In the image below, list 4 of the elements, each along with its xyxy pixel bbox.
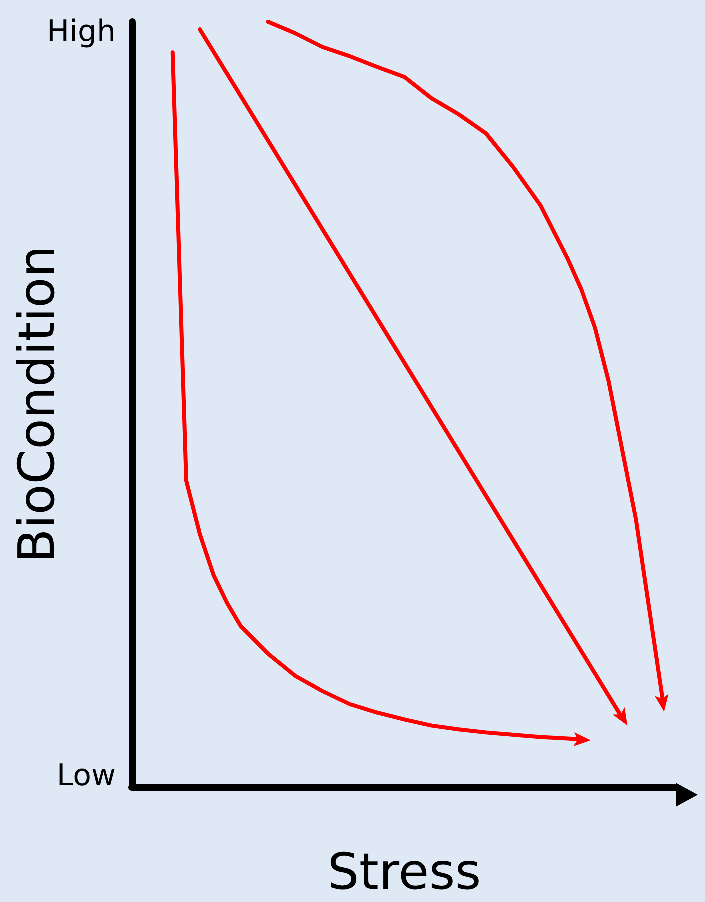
text: High [47, 14, 116, 50]
y-axis-title: BioCondition [8, 246, 66, 564]
x-axis-title: Stress [328, 843, 482, 901]
text: Low [56, 758, 116, 794]
